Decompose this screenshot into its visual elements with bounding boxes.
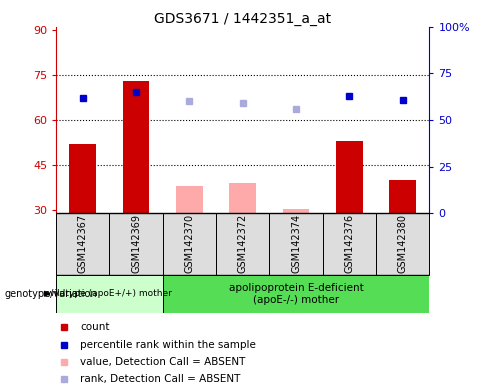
- Bar: [176, 186, 203, 213]
- Bar: [123, 81, 149, 213]
- Bar: [323, 213, 376, 275]
- Bar: [389, 180, 416, 213]
- Bar: [283, 209, 309, 213]
- Bar: [229, 183, 256, 213]
- Text: apolipoprotein E-deficient
(apoE-/-) mother: apolipoprotein E-deficient (apoE-/-) mot…: [229, 283, 364, 305]
- Text: GSM142380: GSM142380: [398, 214, 408, 273]
- Bar: [109, 213, 163, 275]
- Bar: [56, 213, 109, 275]
- Text: GSM142376: GSM142376: [345, 214, 354, 273]
- Bar: [269, 213, 323, 275]
- Text: count: count: [81, 322, 110, 332]
- Bar: [376, 213, 429, 275]
- Text: GSM142374: GSM142374: [291, 214, 301, 273]
- Bar: [56, 275, 163, 313]
- Text: GSM142369: GSM142369: [131, 214, 141, 273]
- Text: rank, Detection Call = ABSENT: rank, Detection Call = ABSENT: [81, 374, 241, 384]
- Text: GSM142370: GSM142370: [184, 214, 194, 273]
- Text: GSM142367: GSM142367: [78, 214, 88, 273]
- Bar: [163, 213, 216, 275]
- Title: GDS3671 / 1442351_a_at: GDS3671 / 1442351_a_at: [154, 12, 331, 26]
- Bar: [336, 141, 363, 213]
- Text: GSM142372: GSM142372: [238, 214, 248, 273]
- Bar: [69, 144, 96, 213]
- Text: genotype/variation: genotype/variation: [5, 289, 98, 299]
- Bar: [216, 213, 269, 275]
- Bar: [163, 275, 429, 313]
- Text: wildtype (apoE+/+) mother: wildtype (apoE+/+) mother: [47, 289, 172, 298]
- Text: percentile rank within the sample: percentile rank within the sample: [81, 339, 256, 349]
- Text: value, Detection Call = ABSENT: value, Detection Call = ABSENT: [81, 357, 246, 367]
